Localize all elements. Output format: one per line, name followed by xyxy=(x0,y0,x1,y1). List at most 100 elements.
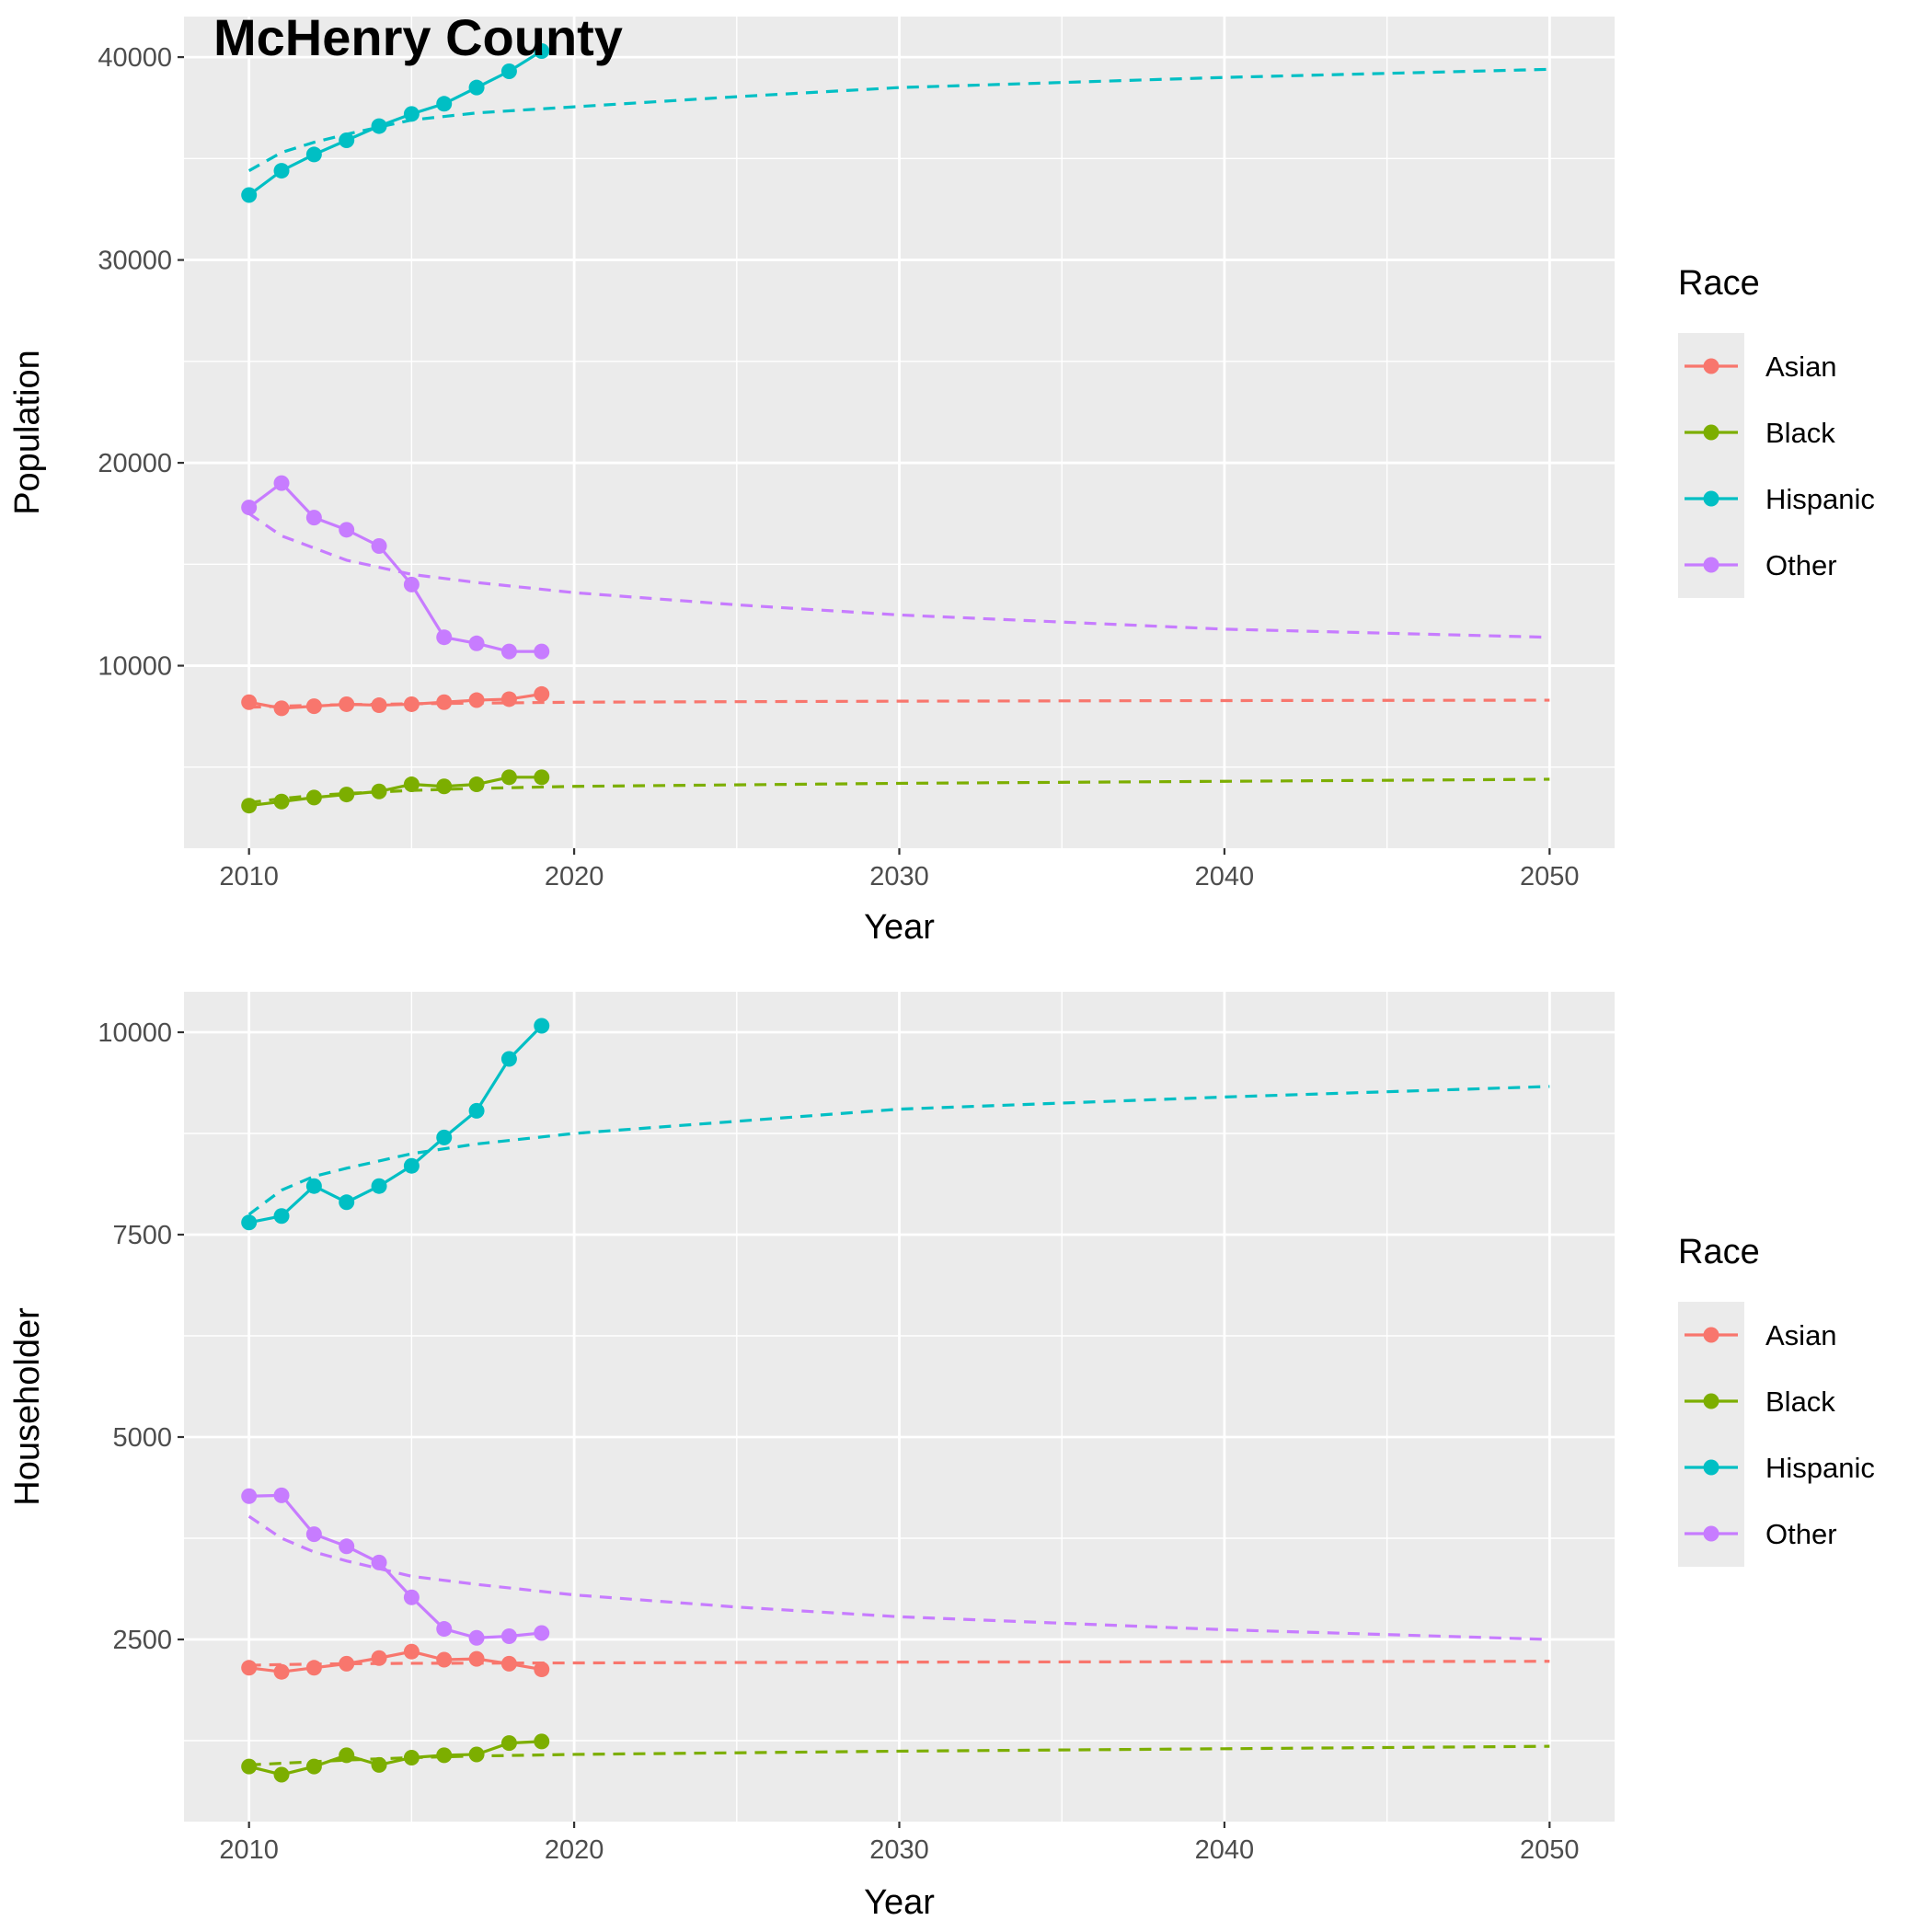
x-tick-label: 2010 xyxy=(219,862,279,891)
data-point-hispanic xyxy=(273,1208,290,1225)
data-point-other xyxy=(403,1589,420,1605)
data-point-asian xyxy=(403,1643,420,1660)
y-tick-label: 5000 xyxy=(112,1423,172,1453)
x-axis-title: Year xyxy=(864,1883,935,1922)
data-point-other xyxy=(305,1526,322,1543)
x-tick-label: 2010 xyxy=(219,1835,279,1865)
legend-key-point xyxy=(1703,1525,1719,1542)
series-line-other xyxy=(248,1493,542,1639)
legend-title: Race xyxy=(1678,1233,1760,1271)
data-point-hispanic xyxy=(500,63,517,80)
data-point-other xyxy=(500,1627,517,1644)
y-tick-label: 20000 xyxy=(98,449,172,478)
data-point-black xyxy=(241,1758,258,1775)
data-point-asian xyxy=(500,1655,517,1672)
y-tick-label: 10000 xyxy=(98,1018,172,1048)
legend-label-black: Black xyxy=(1765,417,1835,449)
y-tick-label: 10000 xyxy=(98,652,172,682)
data-point-hispanic xyxy=(339,132,355,148)
data-point-other xyxy=(371,1554,387,1570)
data-point-hispanic xyxy=(273,163,290,179)
data-point-black xyxy=(305,789,322,806)
legend-key-point xyxy=(1703,1459,1719,1476)
data-point-hispanic xyxy=(241,1214,258,1231)
legend-key-point xyxy=(1703,1393,1719,1409)
panel-1: 2010 2020 2030 2040 2050 10000 20000 30000 40000… xyxy=(8,17,1875,947)
data-point-black xyxy=(371,783,387,799)
data-point-asian xyxy=(403,696,420,712)
y-tick-label: 30000 xyxy=(98,247,172,276)
x-tick-label: 2030 xyxy=(869,862,929,891)
legend-label-black: Black xyxy=(1765,1386,1835,1418)
data-point-other xyxy=(500,643,517,660)
series-line-hispanic xyxy=(248,1024,543,1225)
legend-label-hispanic: Hispanic xyxy=(1765,483,1875,515)
x-tick-label: 2050 xyxy=(1520,862,1580,891)
series-line-asian xyxy=(248,692,542,710)
projection-line-black xyxy=(248,777,1550,804)
data-point-other xyxy=(534,643,550,660)
data-point-asian xyxy=(273,700,290,717)
data-point-black xyxy=(534,1733,550,1750)
legend-key-background xyxy=(1678,1302,1744,1567)
x-tick-label: 2020 xyxy=(545,1835,604,1865)
data-point-other xyxy=(534,1625,550,1641)
legend: Race Asian Black Hispanic Other xyxy=(1678,264,1875,598)
data-point-asian xyxy=(339,1655,355,1672)
data-point-black xyxy=(534,769,550,786)
data-point-asian xyxy=(534,685,550,702)
y-tick-label: 2500 xyxy=(112,1626,172,1655)
legend-label-other: Other xyxy=(1765,549,1837,581)
data-point-hispanic xyxy=(241,187,258,203)
data-point-other xyxy=(468,1629,485,1646)
y-axis-title: Householder xyxy=(8,1307,47,1506)
legend-key-point xyxy=(1703,490,1719,507)
y-tick-label: 7500 xyxy=(112,1221,172,1250)
data-point-asian xyxy=(339,696,355,712)
data-point-hispanic xyxy=(436,96,453,112)
data-point-black xyxy=(241,798,258,814)
data-point-black xyxy=(305,1758,322,1775)
series-line-other xyxy=(247,480,542,653)
data-point-black xyxy=(273,793,290,810)
y-tick-label: 40000 xyxy=(98,43,172,73)
legend-label-asian: Asian xyxy=(1765,351,1837,383)
data-point-black xyxy=(468,1746,485,1763)
projection-line-other xyxy=(247,512,1550,639)
data-point-other xyxy=(436,629,453,646)
data-point-black xyxy=(500,769,517,786)
data-point-hispanic xyxy=(534,1018,550,1034)
data-point-hispanic xyxy=(468,79,485,96)
x-axis-title: Year xyxy=(864,908,935,947)
data-point-asian xyxy=(241,1660,258,1676)
data-point-hispanic xyxy=(500,1051,517,1067)
legend-title: Race xyxy=(1678,264,1760,303)
chart-title: McHenry County xyxy=(213,8,623,66)
data-point-other xyxy=(241,1488,258,1504)
data-point-black xyxy=(436,778,453,795)
data-point-black xyxy=(403,776,420,793)
data-point-other xyxy=(403,576,420,592)
data-point-asian xyxy=(371,697,387,714)
data-point-hispanic xyxy=(305,1178,322,1194)
legend-label-hispanic: Hispanic xyxy=(1765,1452,1875,1484)
data-point-asian xyxy=(241,694,258,710)
legend-key-background xyxy=(1678,333,1744,598)
series-line-asian xyxy=(248,1650,543,1673)
data-point-other xyxy=(339,522,355,538)
data-point-hispanic xyxy=(371,118,387,134)
x-tick-label: 2030 xyxy=(869,1835,929,1865)
projection-line-other xyxy=(247,1514,1550,1641)
data-point-hispanic xyxy=(468,1102,485,1119)
legend-key-point xyxy=(1703,424,1719,441)
data-point-hispanic xyxy=(305,146,322,163)
data-point-asian xyxy=(534,1662,550,1678)
data-point-black xyxy=(339,1747,355,1764)
legend-key-point xyxy=(1703,557,1719,573)
legend-key-point xyxy=(1703,358,1719,374)
data-point-black xyxy=(371,1756,387,1773)
data-point-hispanic xyxy=(339,1194,355,1211)
data-point-black xyxy=(339,787,355,803)
data-point-other xyxy=(273,1487,290,1503)
